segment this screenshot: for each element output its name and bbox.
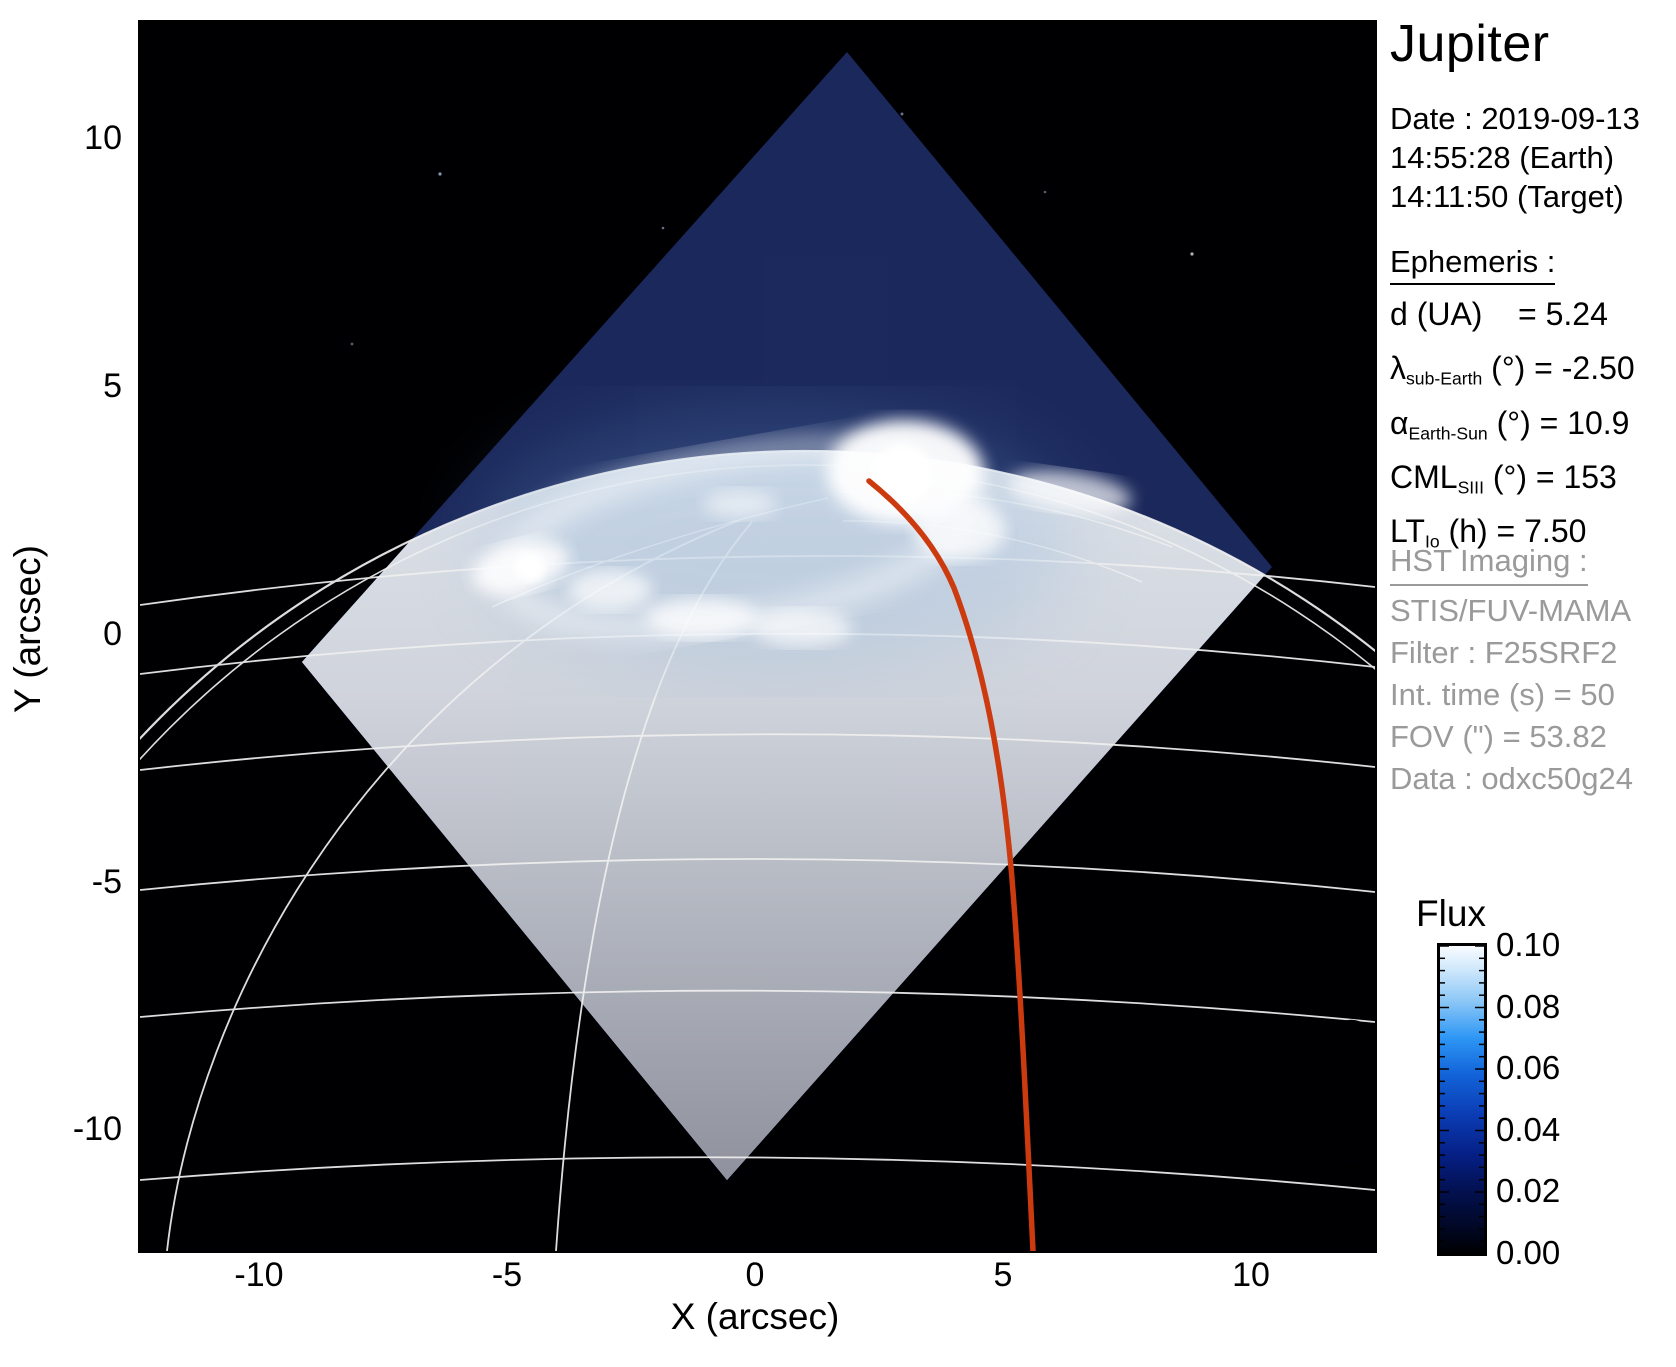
target-time: 14:11:50 (Target) [1390, 179, 1624, 214]
ephemeris-row-cml: CMLSIII (°) = 153 [1390, 458, 1617, 498]
colorbar-tick-label: 0.02 [1496, 1172, 1561, 1209]
ephemeris-row-phase-angle: αEarth-Sun (°) = 10.9 [1390, 404, 1630, 443]
x-tick-label: 0 [745, 1256, 765, 1294]
page-title: Jupiter [1390, 15, 1550, 73]
latitude-line [140, 733, 1375, 771]
y-tick-label: 10 [84, 119, 122, 157]
x-tick-label: 10 [1232, 1256, 1270, 1294]
hst-instrument: STIS/FUV-MAMA [1390, 593, 1632, 628]
hst-imaging-block: HST Imaging : STIS/FUV-MAMA Filter : F25… [1390, 540, 1633, 800]
hst-data-id: Data : odxc50g24 [1390, 761, 1634, 796]
colorbar-tick-label: 0.06 [1496, 1049, 1561, 1086]
colorbar-gradient [1437, 943, 1487, 1256]
y-tick-label: 0 [103, 615, 122, 653]
y-tick-label: -10 [72, 1110, 122, 1148]
ephemeris-table: d (UA) = 5.24 λsub-Earth (°) = -2.50 αEa… [1390, 292, 1635, 563]
x-tick-label: -10 [234, 1256, 284, 1294]
colorbar-tick-label: 0.00 [1496, 1234, 1561, 1271]
plot-canvas [138, 20, 1377, 1253]
hst-int-time: Int. time (s) = 50 [1390, 677, 1615, 712]
colorbar-tick-label: 0.04 [1496, 1111, 1561, 1148]
red-meridian-line [866, 478, 1036, 1251]
jupiter-fuv-image [140, 22, 1375, 1251]
observation-dates: Date : 2019-09-13 14:55:28 (Earth) 14:11… [1390, 99, 1640, 216]
date-line: Date : 2019-09-13 [1390, 101, 1640, 136]
colorbar [1437, 943, 1487, 1261]
colorbar-tick-label: 0.08 [1496, 988, 1561, 1025]
star-specks [350, 112, 1194, 346]
ephemeris-heading: Ephemeris : [1390, 244, 1556, 285]
hst-heading: HST Imaging : [1390, 540, 1588, 586]
x-tick-label: 5 [993, 1256, 1013, 1294]
colorbar-unit-label: (counts.s-1) [1330, 1017, 1367, 1171]
hst-fov: FOV (") = 53.82 [1390, 719, 1607, 754]
y-tick-label: 5 [103, 367, 122, 405]
colorbar-title: Flux [1416, 893, 1486, 934]
colorbar-ticks-marks [1440, 945, 1484, 1254]
hst-filter: Filter : F25SRF2 [1390, 635, 1618, 670]
ephemeris-row-distance: d (UA) = 5.24 [1390, 296, 1608, 332]
earth-time: 14:55:28 (Earth) [1390, 140, 1615, 175]
latitude-line [140, 989, 1375, 1023]
ephemeris-row-subearth-lat: λsub-Earth (°) = -2.50 [1390, 350, 1635, 389]
aurora-emission [471, 412, 1132, 672]
latitude-line [140, 1156, 1375, 1191]
colorbar-tick-label: 0.10 [1496, 926, 1561, 963]
ephemeris-row-io-localtime: LTIo (h) = 7.50 [1390, 513, 1587, 552]
x-tick-label: -5 [491, 1256, 523, 1294]
latitude-line [140, 858, 1375, 893]
x-axis-title: X (arcsec) [670, 1296, 840, 1337]
y-tick-label: -5 [91, 863, 122, 901]
